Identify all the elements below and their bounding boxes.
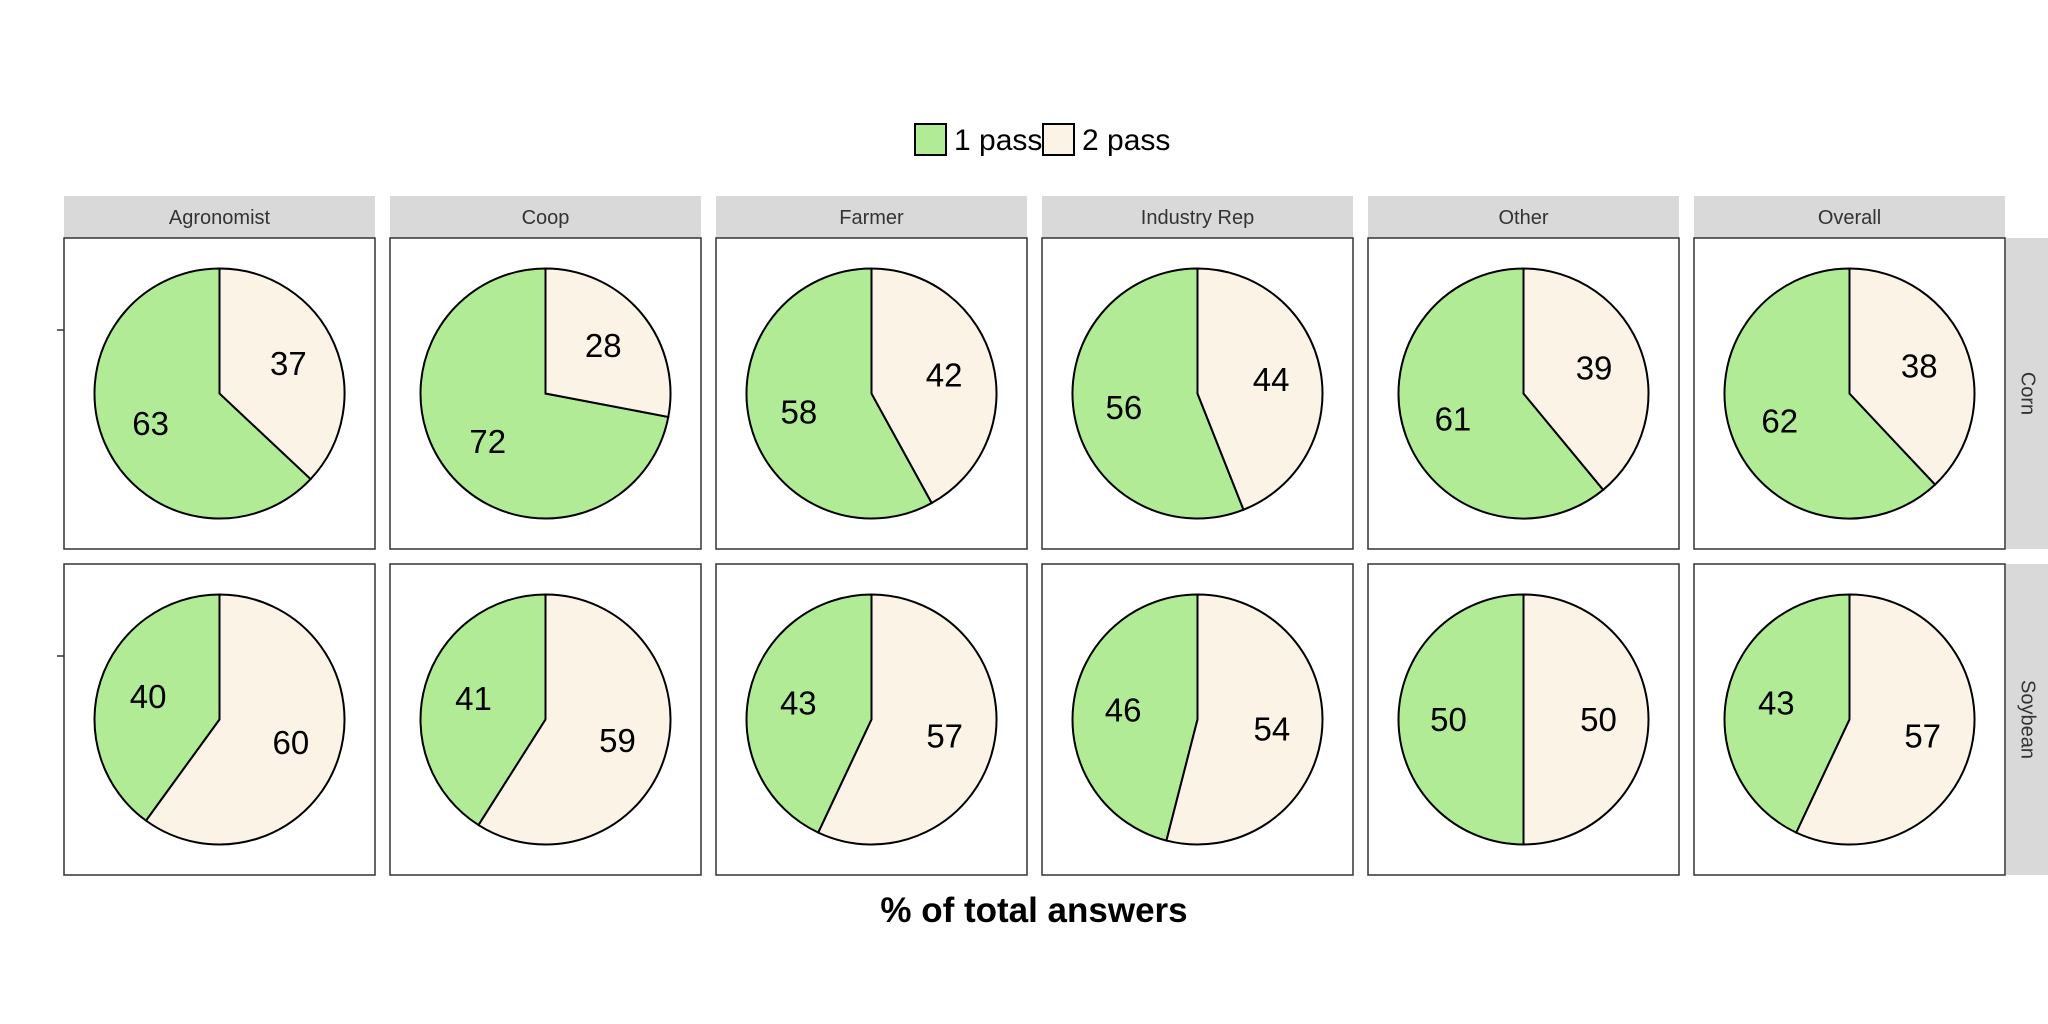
row-strip-corn (2006, 238, 2048, 549)
slice-2-pass (1165, 593, 1324, 846)
panel-corn-farmer: 58 42 (715, 237, 1028, 550)
panel-soybean-agronomist: 40 60 (63, 563, 376, 876)
slice-2-pass (218, 267, 346, 481)
slice-2-pass (1522, 593, 1650, 846)
slice-label-1-pass: 58 (780, 394, 817, 431)
panel-corn-industry-rep: 56 44 (1041, 237, 1354, 550)
slice-label-1-pass: 43 (780, 685, 817, 722)
panel-grid: Agronomist Coop Farmer Industry Rep Other Ove… (57, 196, 2048, 876)
slice-label-1-pass: 43 (1758, 685, 1795, 722)
legend: 1 pass 2 pass (914, 123, 1170, 157)
panel-corn-other: 61 39 (1367, 237, 1680, 550)
slice-label-1-pass: 40 (130, 678, 167, 715)
slice-2-pass (477, 593, 672, 846)
strip-agronomist (64, 196, 375, 238)
slice-1-pass (1397, 267, 1605, 520)
slice-2-pass (816, 593, 998, 846)
slice-label-2-pass: 57 (926, 717, 963, 754)
slice-label-1-pass: 41 (455, 680, 492, 717)
slice-label-2-pass: 50 (1580, 701, 1617, 738)
strip-label-agronomist: Agronomist (169, 207, 271, 229)
slice-1-pass (1397, 593, 1525, 846)
panel-soybean-other: 50 50 (1367, 563, 1680, 876)
slice-2-pass (870, 267, 998, 505)
slice-label-1-pass: 62 (1761, 403, 1798, 440)
slice-2-pass (1794, 593, 1976, 846)
panel-corn-coop: 72 28 (389, 237, 702, 550)
strip-label-industry-rep: Industry Rep (1141, 207, 1254, 229)
slice-2-pass (1522, 267, 1650, 492)
strip-overall (1694, 196, 2005, 238)
legend-label-2-pass: 2 pass (1082, 124, 1170, 157)
slice-label-1-pass: 50 (1430, 701, 1467, 738)
slice-label-1-pass: 72 (469, 423, 506, 460)
legend-swatch-1-pass (914, 123, 947, 156)
panel-corn-agronomist: 63 37 (63, 237, 376, 550)
legend-swatch-2-pass (1042, 123, 1075, 156)
slice-label-1-pass: 56 (1105, 389, 1142, 426)
slice-label-2-pass: 28 (585, 327, 622, 364)
strip-label-farmer: Farmer (839, 207, 904, 229)
slice-label-2-pass: 38 (1901, 347, 1938, 384)
row-strip-soybean (2006, 564, 2048, 875)
slice-label-1-pass: 63 (132, 405, 169, 442)
slice-label-2-pass: 37 (270, 345, 307, 382)
strip-label-other: Other (1498, 207, 1548, 229)
row-strip-label-soybean: Soybean (2017, 680, 2039, 759)
panel-soybean-coop: 41 59 (389, 563, 702, 876)
strip-farmer (716, 196, 1027, 238)
panel-soybean-farmer: 43 57 (715, 563, 1028, 876)
slice-2-pass (144, 593, 346, 846)
strip-other (1368, 196, 1679, 238)
slice-1-pass (93, 267, 313, 520)
slice-label-2-pass: 59 (599, 722, 636, 759)
slice-1-pass (1723, 267, 1937, 520)
slice-label-2-pass: 44 (1253, 361, 1290, 398)
legend-label-1-pass: 1 pass (954, 124, 1042, 157)
panel-corn-overall: 62 38 (1693, 237, 2006, 550)
slice-label-2-pass: 60 (272, 724, 309, 761)
slice-2-pass (1196, 267, 1324, 512)
slice-label-2-pass: 42 (926, 356, 963, 393)
slice-label-2-pass: 54 (1254, 710, 1291, 747)
slice-1-pass (1723, 593, 1851, 834)
slice-1-pass (745, 267, 934, 520)
slice-label-2-pass: 39 (1576, 350, 1613, 387)
slice-1-pass (419, 267, 670, 520)
slice-2-pass (544, 267, 672, 419)
slice-1-pass (745, 593, 873, 834)
slice-1-pass (1071, 267, 1245, 520)
slice-label-2-pass: 57 (1904, 717, 1941, 754)
slice-1-pass (1071, 593, 1199, 842)
strip-label-overall: Overall (1818, 207, 1881, 229)
strip-industry-rep (1042, 196, 1353, 238)
slice-1-pass (93, 593, 221, 823)
slice-label-1-pass: 61 (1435, 400, 1472, 437)
row-strip-label-corn: Corn (2017, 372, 2039, 415)
slice-label-1-pass: 46 (1105, 692, 1142, 729)
panel-soybean-industry-rep: 46 54 (1041, 563, 1354, 876)
strip-coop (390, 196, 701, 238)
panel-soybean-overall: 43 57 (1693, 563, 2006, 876)
x-axis-label: % of total answers (880, 891, 1187, 930)
strip-label-coop: Coop (522, 207, 570, 229)
slice-2-pass (1848, 267, 1976, 487)
